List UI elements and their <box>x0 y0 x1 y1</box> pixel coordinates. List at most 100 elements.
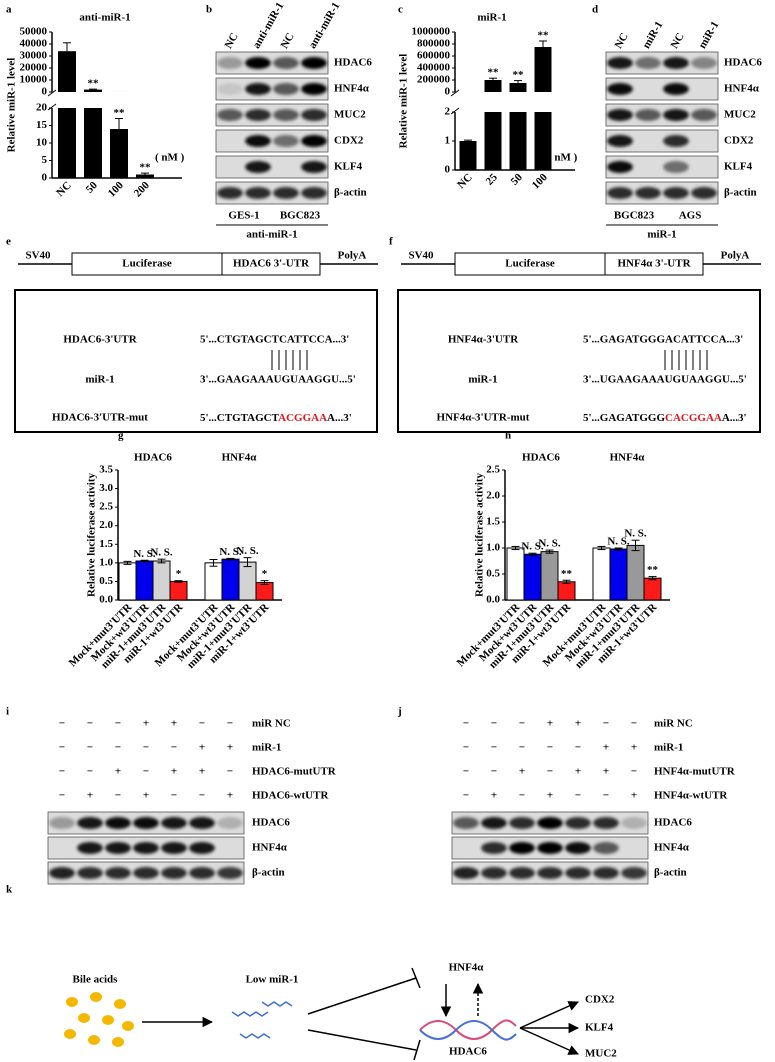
y-tick-label: 0 <box>42 172 48 184</box>
blot-band <box>133 867 159 879</box>
panel-label: d <box>592 4 598 16</box>
sign: + <box>227 790 233 802</box>
y-tick-label: 2.5 <box>486 464 500 476</box>
condition-label: HDAC6-wtUTR <box>252 790 329 802</box>
condition-label: miR NC <box>252 718 291 730</box>
blot-band <box>161 817 187 829</box>
blot-band <box>691 57 717 69</box>
significance: ** <box>561 568 573 580</box>
blot-strip <box>215 103 329 127</box>
blot-band <box>189 817 215 829</box>
blot-band <box>663 57 689 69</box>
cell-line: AGS <box>679 210 702 222</box>
significance: N. S. <box>219 546 242 558</box>
condition-label: HNF4α-mutUTR <box>654 766 736 778</box>
blot-band <box>481 817 507 829</box>
y-tick-label: 1.5 <box>486 516 500 528</box>
group-label: HNF4α <box>610 452 646 464</box>
sign: + <box>575 766 581 778</box>
blot-band <box>273 57 299 69</box>
blot-band <box>663 109 689 121</box>
blot-band <box>537 842 563 854</box>
sign: − <box>227 766 233 778</box>
blot-band <box>105 817 131 829</box>
blot-band <box>301 161 327 173</box>
cell-line: BGC823 <box>280 210 321 222</box>
blot-band <box>49 867 75 879</box>
sequence: 5'...GAGATGGGCACGGAAA...3' <box>583 412 747 424</box>
bar <box>135 560 154 601</box>
sequence-name: HNF4α-3'UTR <box>448 334 519 346</box>
sign: − <box>463 790 469 802</box>
sign: − <box>171 790 177 802</box>
blot-band <box>245 135 271 147</box>
blot-band <box>217 817 243 829</box>
x-tick-label: 200 <box>132 179 153 200</box>
blot-band <box>509 817 535 829</box>
group-label: HDAC6 <box>522 452 560 464</box>
sequence-part: ACGGAA <box>278 412 327 424</box>
blot-band <box>77 817 103 829</box>
sign: − <box>491 742 497 754</box>
y-tick-label: 30000 <box>20 50 48 62</box>
y-tick-label: 20 <box>36 102 48 114</box>
lane-label: NC <box>278 31 296 51</box>
sign: − <box>199 790 205 802</box>
lane-label: miR-1 <box>640 19 665 50</box>
blot-band <box>453 867 479 879</box>
unit-note: ( nM ) <box>155 152 185 164</box>
significance: * <box>262 568 268 580</box>
panel-label: j <box>397 706 402 718</box>
significance: * <box>176 568 182 580</box>
protein-label: KLF4 <box>724 161 753 173</box>
panel-label: f <box>389 236 393 248</box>
polya: PolyA <box>338 250 367 262</box>
y-tick-label: 40000 <box>20 38 48 50</box>
blot-band <box>635 187 661 199</box>
y-tick-label: 3.0 <box>99 482 113 494</box>
treatment-label: miR-1 <box>647 229 676 241</box>
sequence-part: 5'...GAGATGGG <box>583 412 665 424</box>
panel-label: b <box>206 4 212 16</box>
blot-band <box>245 187 271 199</box>
mirna-icons <box>231 1001 293 1039</box>
blot-band <box>691 187 717 199</box>
blot-band <box>607 135 633 147</box>
bar <box>534 47 552 92</box>
bar <box>609 548 628 601</box>
bar <box>509 112 527 170</box>
bar <box>557 581 576 601</box>
y-axis-label: Relative miR-1 level <box>6 58 18 153</box>
blot-band <box>77 867 103 879</box>
blot-band <box>301 135 327 147</box>
y-tick-label: 0.0 <box>99 594 113 606</box>
bile-dots <box>64 992 134 1047</box>
blot-band <box>509 842 535 854</box>
target: CDX2 <box>585 994 615 1006</box>
low-mir: Low miR-1 <box>246 974 299 986</box>
bar <box>459 141 477 170</box>
promoter: SV40 <box>25 250 51 262</box>
sign: − <box>87 766 93 778</box>
sign: − <box>115 718 121 730</box>
condition-label: HDAC6-mutUTR <box>252 766 337 778</box>
blot-band <box>161 867 187 879</box>
protein-label: HNF4α <box>252 842 288 854</box>
sign: + <box>547 790 553 802</box>
sign: − <box>199 718 205 730</box>
significance: N. S. <box>150 547 173 559</box>
blot-band <box>189 867 215 879</box>
utr: HNF4α 3'-UTR <box>617 258 691 270</box>
protein-label: β-actin <box>654 867 687 879</box>
sign: + <box>199 742 205 754</box>
sign: − <box>547 742 553 754</box>
blot-band <box>593 817 619 829</box>
sign: − <box>575 742 581 754</box>
group-label: HDAC6 <box>134 452 172 464</box>
protein-label: MUC2 <box>724 109 756 121</box>
cell-line: GES-1 <box>228 210 259 222</box>
group-label: HNF4α <box>222 452 258 464</box>
y-tick-label: 20000 <box>20 62 48 74</box>
chart-title: miR-1 <box>477 12 506 24</box>
y-tick-label: 0.5 <box>486 568 500 580</box>
